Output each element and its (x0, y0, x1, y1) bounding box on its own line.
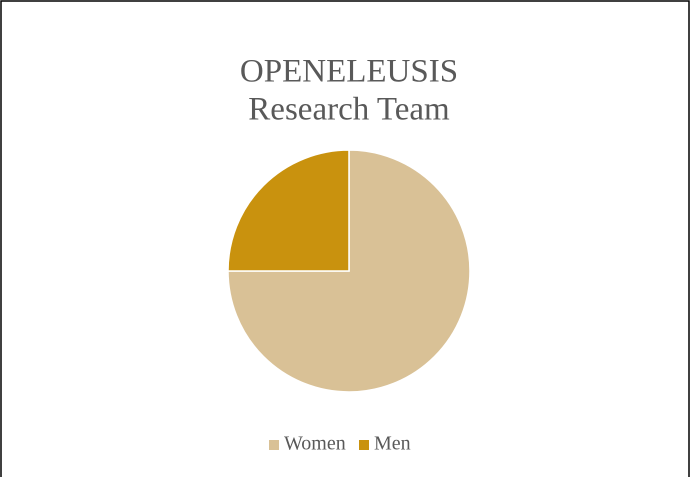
chart-title: Research Team (248, 92, 450, 128)
legend-swatch (269, 440, 279, 450)
legend-swatch (359, 440, 369, 450)
chart-title: OPENELEUSIS (240, 54, 458, 90)
legend-label: Women (284, 433, 346, 455)
pie-slice (227, 149, 350, 272)
legend-label: Men (374, 433, 411, 455)
